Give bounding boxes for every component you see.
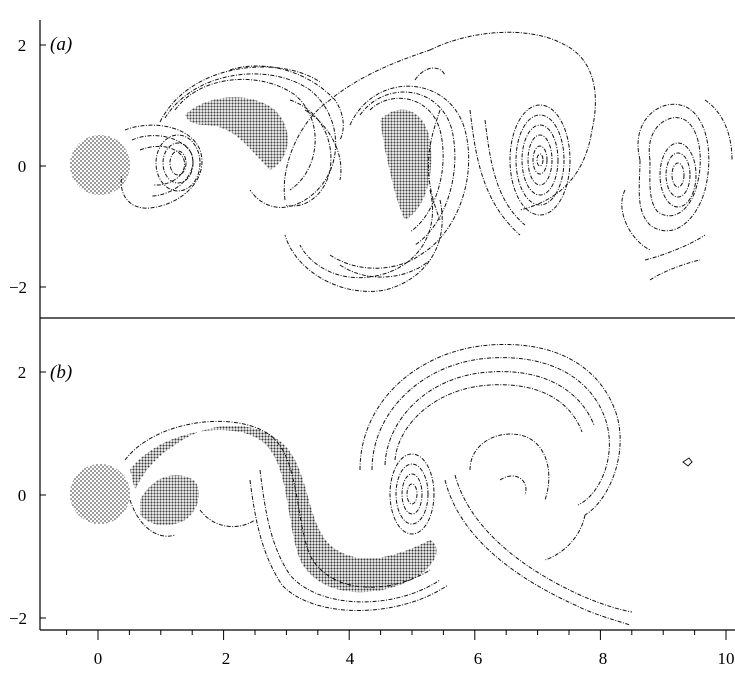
- x-tick-label-4: 4: [346, 649, 355, 668]
- panel-b-ytick-label-0: 0: [18, 486, 27, 505]
- panel-a-ytick-label-2: 2: [18, 36, 27, 55]
- x-tick-marks: [66, 630, 727, 640]
- panel-b-cylinder: [70, 464, 130, 524]
- x-tick-label-8: 8: [599, 649, 608, 668]
- panel-a-near-wake-contours: [120, 124, 203, 209]
- panel-b-outer-arc: [359, 343, 633, 626]
- panel-a-upper-vortex: [159, 65, 344, 208]
- panel-a-vortex-x7: [414, 67, 571, 236]
- panel-a-ytick-label-m2: −2: [9, 278, 27, 297]
- panel-b: 2 0 −2 (b): [9, 318, 693, 630]
- x-tick-label-0: 0: [94, 649, 103, 668]
- panel-a-middle-vortex: [283, 31, 596, 292]
- x-tick-label-6: 6: [474, 649, 483, 668]
- x-axis: 0 2 4 6 8 10: [40, 629, 735, 668]
- x-tick-label-2: 2: [222, 649, 231, 668]
- x-tick-label-10: 10: [718, 649, 735, 668]
- panel-a: 2 0 −2 (a): [9, 20, 733, 318]
- panel-b-vortex-x9: [682, 457, 693, 467]
- panel-a-vortex-x9: [621, 99, 733, 281]
- panel-b-label: (b): [50, 362, 72, 383]
- panel-b-ytick-label-m2: −2: [9, 609, 27, 628]
- panel-b-vortex-x5: [389, 453, 435, 535]
- panel-a-ytick-label-0: 0: [18, 157, 27, 176]
- panel-b-ytick-label-2: 2: [18, 363, 27, 382]
- panel-a-label: (a): [50, 34, 72, 55]
- panel-a-cylinder: [70, 135, 130, 195]
- panel-b-vortex-sheet: [124, 420, 449, 611]
